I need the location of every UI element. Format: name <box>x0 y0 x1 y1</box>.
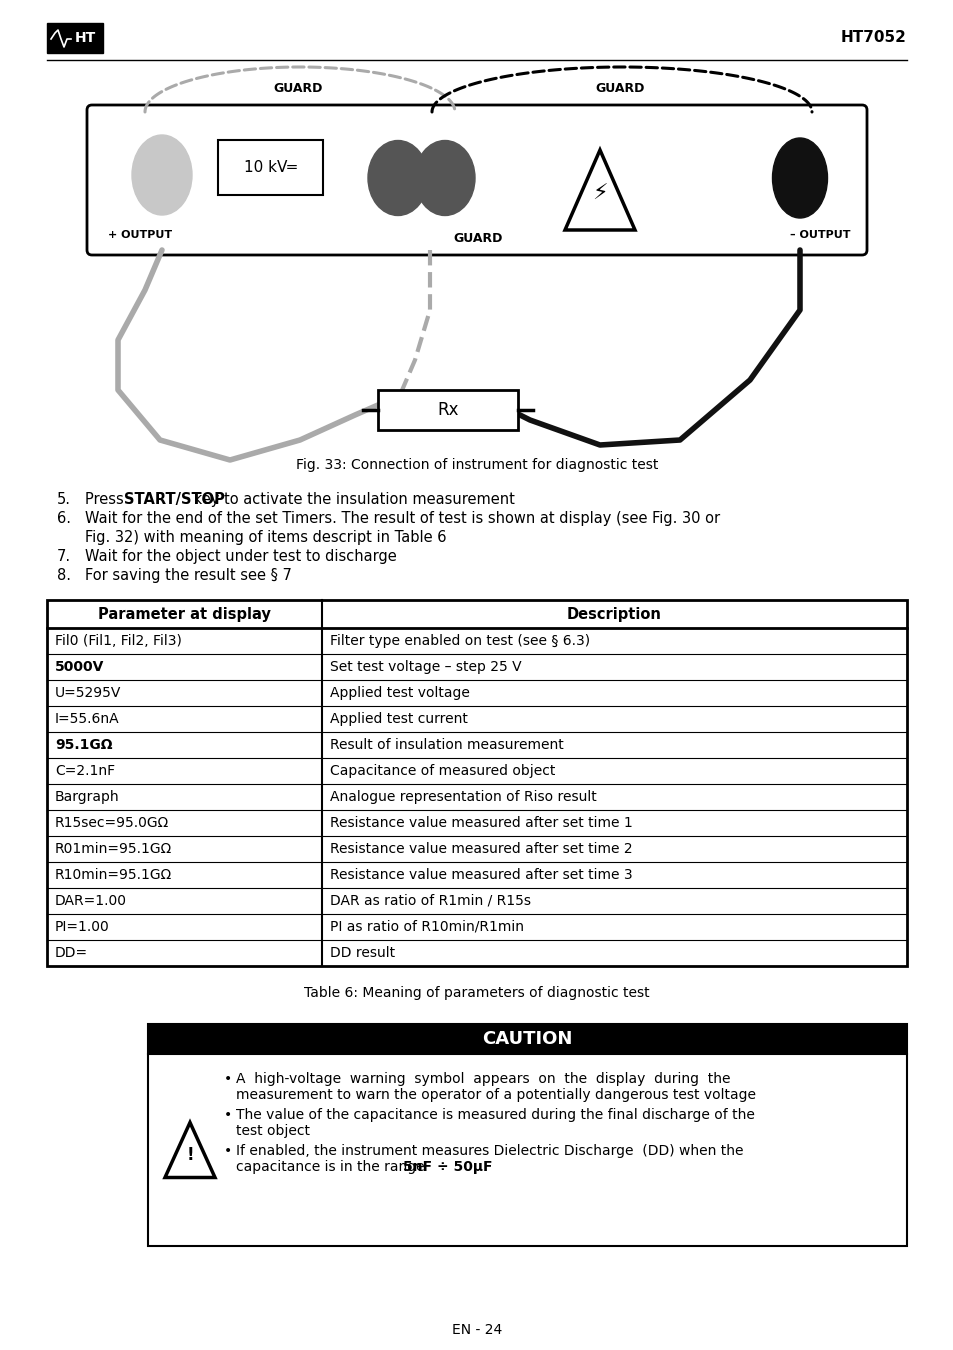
Text: Applied test current: Applied test current <box>330 711 467 726</box>
Text: START/STOP: START/STOP <box>124 491 225 508</box>
Text: Fig. 32) with meaning of items descript in Table 6: Fig. 32) with meaning of items descript … <box>85 531 446 545</box>
Text: DAR as ratio of R1min / R15s: DAR as ratio of R1min / R15s <box>330 894 531 909</box>
Text: Wait for the object under test to discharge: Wait for the object under test to discha… <box>85 549 396 564</box>
Text: R01min=95.1GΩ: R01min=95.1GΩ <box>55 842 172 856</box>
Ellipse shape <box>368 140 428 216</box>
Bar <box>47 23 103 53</box>
Text: GUARD: GUARD <box>273 81 322 95</box>
Text: Resistance value measured after set time 1: Resistance value measured after set time… <box>330 815 632 830</box>
Text: 95.1GΩ: 95.1GΩ <box>55 738 112 752</box>
Bar <box>148 1025 906 1054</box>
Text: CAUTION: CAUTION <box>482 1030 572 1048</box>
Text: 8.: 8. <box>57 568 71 583</box>
Text: !: ! <box>186 1146 193 1164</box>
Ellipse shape <box>132 135 192 215</box>
Text: Set test voltage – step 25 V: Set test voltage – step 25 V <box>330 660 521 674</box>
Bar <box>218 140 323 194</box>
Text: PI=1.00: PI=1.00 <box>55 919 110 934</box>
Text: Description: Description <box>566 606 661 621</box>
Text: Wait for the end of the set Timers. The result of test is shown at display (see : Wait for the end of the set Timers. The … <box>85 512 720 526</box>
Text: 7.: 7. <box>57 549 71 564</box>
Text: A  high-voltage  warning  symbol  appears  on  the  display  during  the: A high-voltage warning symbol appears on… <box>235 1072 730 1085</box>
Text: 5nF ÷ 50μF: 5nF ÷ 50μF <box>402 1160 492 1174</box>
Text: PI as ratio of R10min/R1min: PI as ratio of R10min/R1min <box>330 919 523 934</box>
Text: 5000V: 5000V <box>55 660 104 674</box>
Bar <box>148 1054 906 1246</box>
Text: Table 6: Meaning of parameters of diagnostic test: Table 6: Meaning of parameters of diagno… <box>304 986 649 1000</box>
Text: For saving the result see § 7: For saving the result see § 7 <box>85 568 292 583</box>
Text: I=55.6nA: I=55.6nA <box>55 711 119 726</box>
FancyBboxPatch shape <box>87 105 866 255</box>
Text: HT: HT <box>74 31 95 45</box>
Text: Resistance value measured after set time 2: Resistance value measured after set time… <box>330 842 632 856</box>
Text: R15sec=95.0GΩ: R15sec=95.0GΩ <box>55 815 169 830</box>
Text: Parameter at display: Parameter at display <box>98 606 271 621</box>
Text: •: • <box>224 1108 232 1122</box>
Text: EN - 24: EN - 24 <box>452 1323 501 1336</box>
Text: Resistance value measured after set time 3: Resistance value measured after set time… <box>330 868 632 882</box>
Text: + OUTPUT: + OUTPUT <box>108 230 172 240</box>
Bar <box>47 599 906 967</box>
Text: GUARD: GUARD <box>595 81 644 95</box>
Text: The value of the capacitance is measured during the final discharge of the: The value of the capacitance is measured… <box>235 1108 754 1122</box>
Text: measurement to warn the operator of a potentially dangerous test voltage: measurement to warn the operator of a po… <box>235 1088 755 1102</box>
Text: U=5295V: U=5295V <box>55 686 121 701</box>
Text: DAR=1.00: DAR=1.00 <box>55 894 127 909</box>
Text: capacitance is in the range: capacitance is in the range <box>235 1160 429 1174</box>
Text: Fig. 33: Connection of instrument for diagnostic test: Fig. 33: Connection of instrument for di… <box>295 458 658 472</box>
Text: Rx: Rx <box>436 401 458 418</box>
Text: Fil0 (Fil1, Fil2, Fil3): Fil0 (Fil1, Fil2, Fil3) <box>55 634 182 648</box>
Text: – OUTPUT: – OUTPUT <box>789 230 849 240</box>
Text: •: • <box>224 1143 232 1158</box>
Text: R10min=95.1GΩ: R10min=95.1GΩ <box>55 868 172 882</box>
Text: If enabled, the instrument measures Dielectric Discharge  (DD) when the: If enabled, the instrument measures Diel… <box>235 1143 742 1158</box>
Text: Applied test voltage: Applied test voltage <box>330 686 470 701</box>
Text: HT7052: HT7052 <box>841 31 906 46</box>
Ellipse shape <box>772 138 826 217</box>
Bar <box>377 390 517 431</box>
Text: Capacitance of measured object: Capacitance of measured object <box>330 764 555 778</box>
Text: DD result: DD result <box>330 946 395 960</box>
Text: 6.: 6. <box>57 512 71 526</box>
Text: Bargraph: Bargraph <box>55 790 119 805</box>
Text: 5.: 5. <box>57 491 71 508</box>
Text: Press: Press <box>85 491 129 508</box>
Text: Result of insulation measurement: Result of insulation measurement <box>330 738 563 752</box>
Text: Analogue representation of Riso result: Analogue representation of Riso result <box>330 790 597 805</box>
Text: GUARD: GUARD <box>453 231 502 244</box>
Text: test object: test object <box>235 1125 310 1138</box>
Text: C=2.1nF: C=2.1nF <box>55 764 115 778</box>
Text: key to activate the insulation measurement: key to activate the insulation measureme… <box>189 491 515 508</box>
Text: ⚡: ⚡ <box>592 184 607 204</box>
Text: DD=: DD= <box>55 946 88 960</box>
Ellipse shape <box>415 140 475 216</box>
Text: 10 kV═: 10 kV═ <box>244 161 296 176</box>
Text: Filter type enabled on test (see § 6.3): Filter type enabled on test (see § 6.3) <box>330 634 590 648</box>
Text: •: • <box>224 1072 232 1085</box>
